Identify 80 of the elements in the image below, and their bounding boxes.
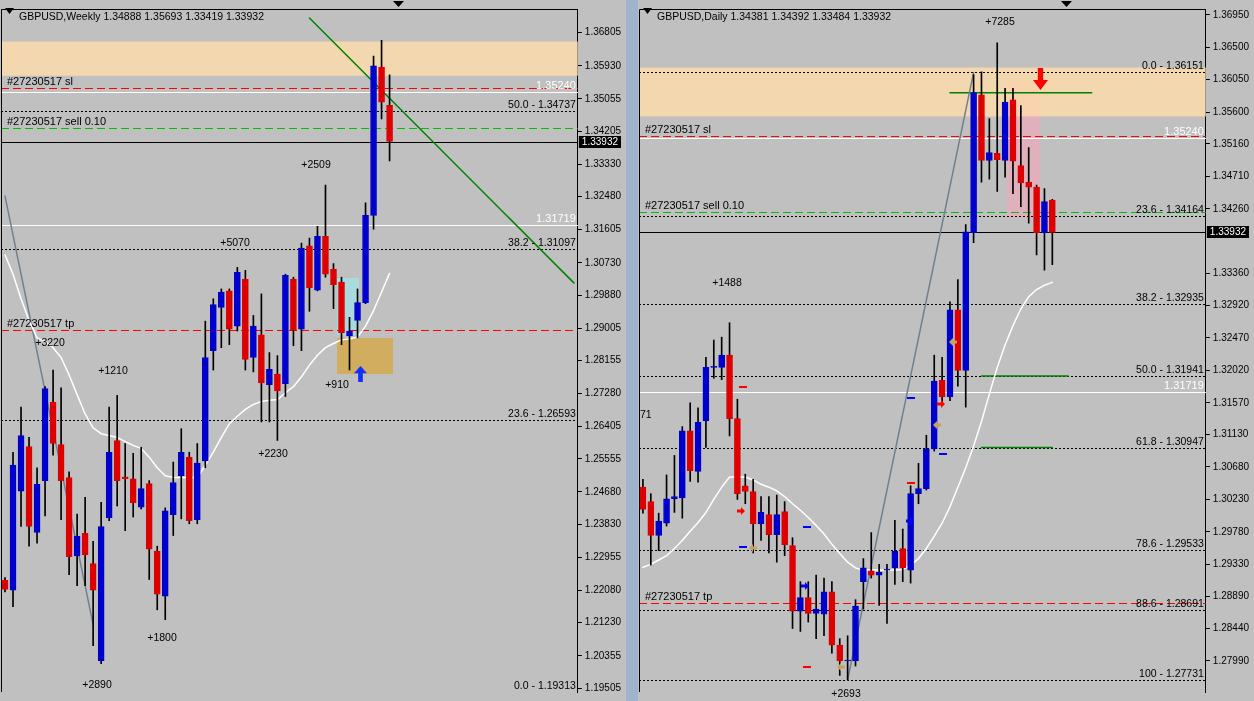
y-tick-label: 1.27990 (1212, 654, 1250, 666)
ref-line-label: #27230517 sell 0.10 (7, 114, 107, 127)
annotation: 71 (640, 407, 652, 420)
annotation: 38.2 - 1.32935 (1136, 290, 1204, 303)
y-tick-label: 1.29780 (1212, 525, 1250, 537)
y-tick-label: 1.28155 (584, 354, 622, 366)
y-tick-label: 1.24680 (584, 485, 622, 497)
y-tick-label: 1.29880 (584, 288, 622, 300)
ref-line-label: 1.31719 (1164, 378, 1204, 391)
y-tick-label: 1.19505 (584, 681, 622, 693)
annotation: +3220 (35, 335, 65, 348)
y-tick-label: 1.34205 (584, 124, 622, 136)
ref-line-label: 1.35240 (536, 78, 576, 91)
y-tick-label: 1.20355 (584, 649, 622, 661)
y-tick-label: 1.23830 (584, 517, 622, 529)
annotation: 0.0 - 1.36151 (1141, 58, 1204, 71)
y-tick-label: 1.32480 (584, 190, 622, 202)
annotation: +1210 (98, 363, 128, 376)
annotation: 38.2 - 1.31097 (508, 235, 576, 248)
ref-line-label: #27230517 sl (7, 74, 74, 87)
annotation: +1488 (712, 275, 742, 288)
annotation: 100 - 1.27731 (1139, 666, 1205, 679)
y-tick-label: 1.34260 (1212, 202, 1250, 214)
chart-title: GBPUSD,Daily 1.34381 1.34392 1.33484 1.33932 (657, 9, 892, 22)
annotation: +7285 (985, 14, 1015, 27)
y-tick-label: 1.35160 (1212, 137, 1250, 149)
y-tick-label: 1.28890 (1212, 589, 1250, 601)
y-tick-label: 1.32020 (1212, 364, 1250, 376)
y-tick-label: 1.33360 (1212, 267, 1250, 279)
y-tick-label: 1.34710 (1212, 170, 1250, 182)
chart-title: GBPUSD,Weekly 1.34888 1.35693 1.33419 1.33932 (19, 9, 265, 22)
y-tick-label: 1.30680 (1212, 460, 1250, 472)
y-tick-label: 1.32920 (1212, 299, 1250, 311)
annotation: +910 (325, 377, 349, 390)
y-tick-label: 1.31570 (1212, 396, 1250, 408)
y-tick-label: 1.32470 (1212, 331, 1250, 343)
annotation: +2693 (831, 687, 861, 700)
ref-line-label: 1.33932 (1209, 225, 1247, 237)
ref-line-label: #27230517 tp (645, 589, 713, 602)
y-tick-label: 1.35930 (584, 59, 622, 71)
y-tick-label: 1.29005 (584, 321, 622, 333)
annotation: +2890 (82, 677, 112, 690)
annotation: 23.6 - 1.34164 (1136, 202, 1204, 215)
ref-line-label: 1.35240 (1164, 124, 1204, 137)
annotation: 50.0 - 1.31941 (1136, 362, 1204, 375)
y-tick-label: 1.31605 (584, 223, 622, 235)
annotation: +2509 (301, 157, 331, 170)
annotation: +1800 (147, 630, 177, 643)
y-tick-label: 1.33330 (584, 158, 622, 170)
y-tick-label: 1.30230 (1212, 493, 1250, 505)
y-tick-label: 1.36500 (1212, 40, 1250, 52)
annotation: +2230 (258, 446, 288, 459)
y-tick-label: 1.36950 (1212, 8, 1250, 20)
y-tick-label: 1.28440 (1212, 622, 1250, 634)
ref-line-label: #27230517 sl (645, 122, 712, 135)
ref-line-label: #27230517 tp (7, 316, 75, 329)
candlestick (121, 443, 129, 531)
y-tick-label: 1.29330 (1212, 558, 1250, 570)
y-tick-label: 1.22080 (584, 584, 622, 596)
annotation: 61.8 - 1.30947 (1136, 434, 1204, 447)
annotation: 78.6 - 1.29533 (1136, 536, 1204, 549)
y-tick-label: 1.36050 (1212, 73, 1250, 85)
ref-line-label: 1.33932 (581, 135, 619, 147)
y-tick-label: 1.31130 (1212, 428, 1249, 440)
y-tick-label: 1.25555 (584, 452, 622, 464)
annotation: +5070 (220, 235, 250, 248)
candlestick (741, 473, 749, 505)
y-tick-label: 1.21230 (584, 616, 622, 628)
ref-line-label: 1.31719 (536, 211, 576, 224)
y-tick-label: 1.22955 (584, 551, 622, 563)
y-tick-label: 1.30730 (584, 256, 622, 268)
y-tick-label: 1.36805 (584, 26, 622, 38)
annotation: 50.0 - 1.34737 (508, 97, 576, 110)
annotation: 0.0 - 1.19313 (513, 678, 576, 691)
ref-line-label: #27230517 sell 0.10 (645, 198, 745, 211)
y-tick-label: 1.35600 (1212, 105, 1250, 117)
y-tick-label: 1.27280 (584, 387, 622, 399)
annotation: 23.6 - 1.26593 (508, 406, 576, 419)
y-tick-label: 1.35055 (584, 92, 622, 104)
y-tick-label: 1.26405 (584, 420, 622, 432)
